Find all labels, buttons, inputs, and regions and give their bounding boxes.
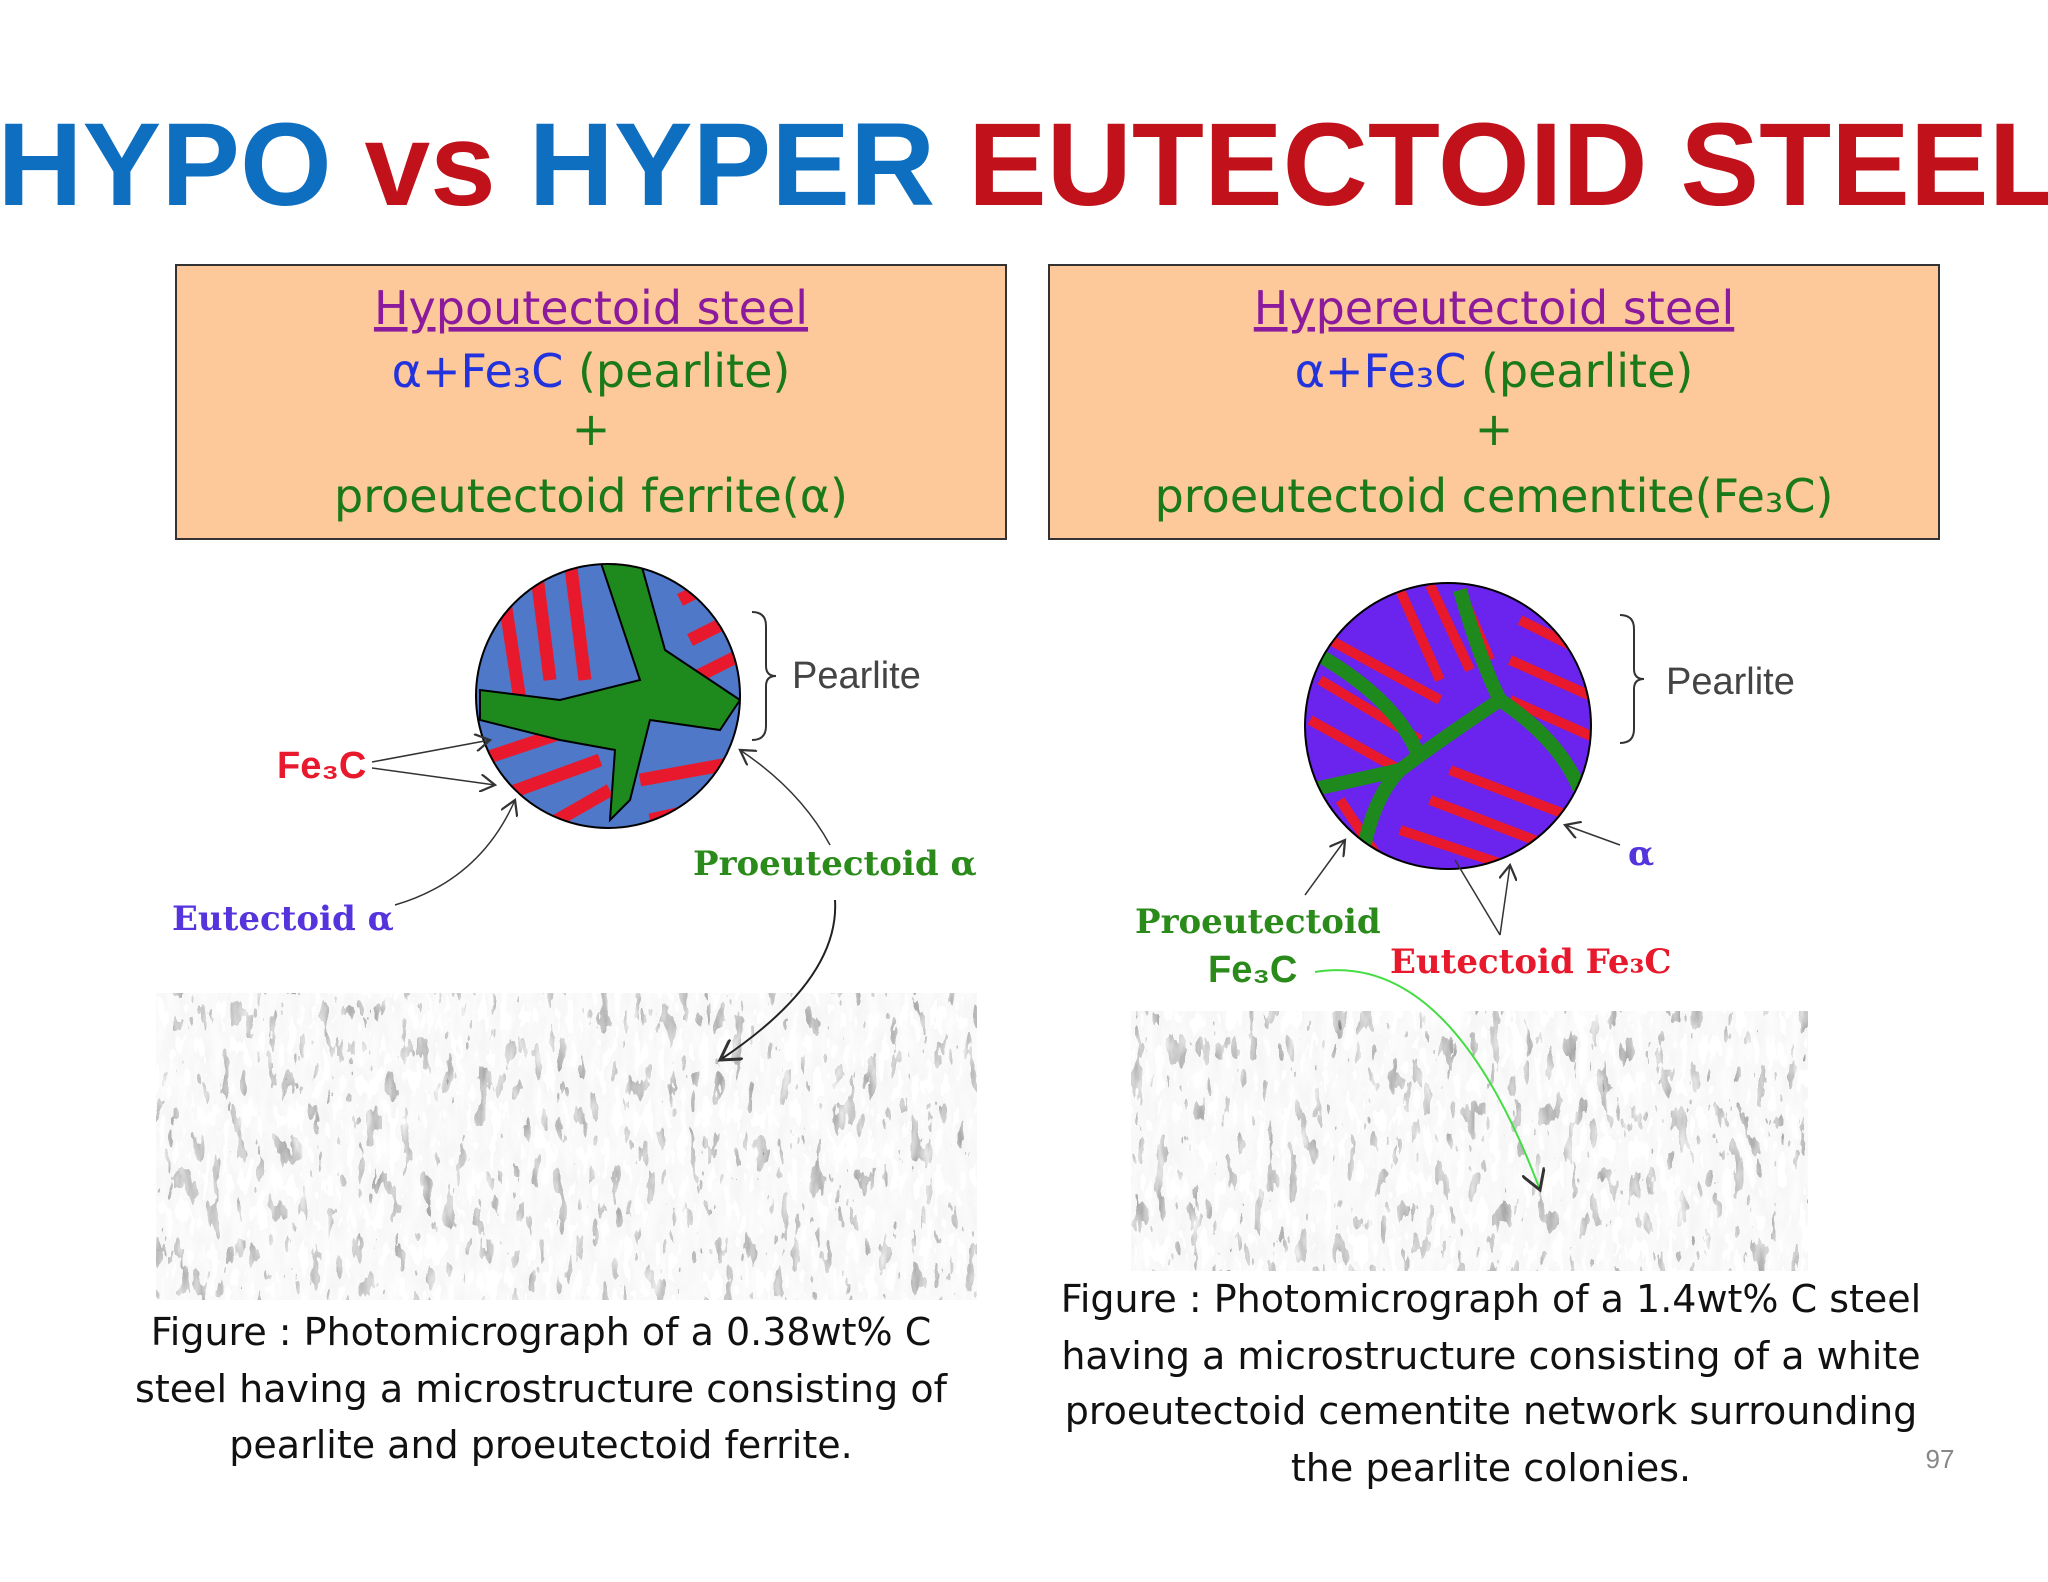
label: Eutectoid Fe₃C <box>1390 942 1671 982</box>
brace <box>1619 614 1645 744</box>
box-line: α+Fe₃C (pearlite) <box>1295 344 1694 398</box>
title: HYPO vs HYPER EUTECTOID STEEL <box>0 99 2048 231</box>
label: Fe₃C <box>1208 949 1297 991</box>
label: α <box>1628 834 1654 874</box>
plus: + <box>572 402 611 456</box>
label: Pearlite <box>1666 661 1795 703</box>
micrograph <box>156 993 977 1300</box>
caption-line: pearlite and proeutectoid ferrite. <box>229 1423 852 1467</box>
formula: α+Fe₃C <box>392 344 564 398</box>
label: Proeutectoid <box>1135 902 1381 942</box>
caption-line: having a microstructure consisting of a … <box>1061 1334 1920 1378</box>
plus: + <box>1475 402 1514 456</box>
label: Fe₃C <box>277 745 366 787</box>
label: Proeutectoid α <box>693 844 977 884</box>
label: Eutectoid α <box>172 899 394 939</box>
caption-line: Figure : Photomicrograph of a 0.38wt% C <box>151 1310 932 1354</box>
page-number: 97 <box>1926 1444 1955 1474</box>
note: (pearlite) <box>578 344 790 398</box>
box-line: proeutectoid cementite(Fe₃C) <box>1155 469 1834 523</box>
pearlite-diagram <box>476 564 740 828</box>
title-part: HYPER <box>529 99 936 231</box>
formula: α+Fe₃C <box>1295 344 1467 398</box>
info-box <box>175 264 1007 540</box>
title-part: HYPO <box>0 99 332 231</box>
box-line: proeutectoid ferrite(α) <box>334 469 848 523</box>
caption-line: steel having a microstructure consisting… <box>135 1367 949 1411</box>
title-part: vs <box>365 99 496 231</box>
box-heading: Hypereutectoid steel <box>1254 281 1734 335</box>
caption-line: the pearlite colonies. <box>1291 1446 1691 1490</box>
box-line: α+Fe₃C (pearlite) <box>392 344 791 398</box>
title-part: EUTECTOID STEEL <box>968 99 2048 231</box>
label: Pearlite <box>792 655 921 697</box>
caption-line: proeutectoid cementite network surroundi… <box>1065 1389 1918 1433</box>
micrograph <box>1131 1011 1808 1271</box>
pearlite-diagram <box>1305 583 1591 869</box>
box-heading: Hypoutectoid steel <box>374 281 808 335</box>
note: (pearlite) <box>1481 344 1693 398</box>
brace <box>751 611 777 741</box>
info-box <box>1048 264 1940 540</box>
caption-line: Figure : Photomicrograph of a 1.4wt% C s… <box>1061 1277 1922 1321</box>
